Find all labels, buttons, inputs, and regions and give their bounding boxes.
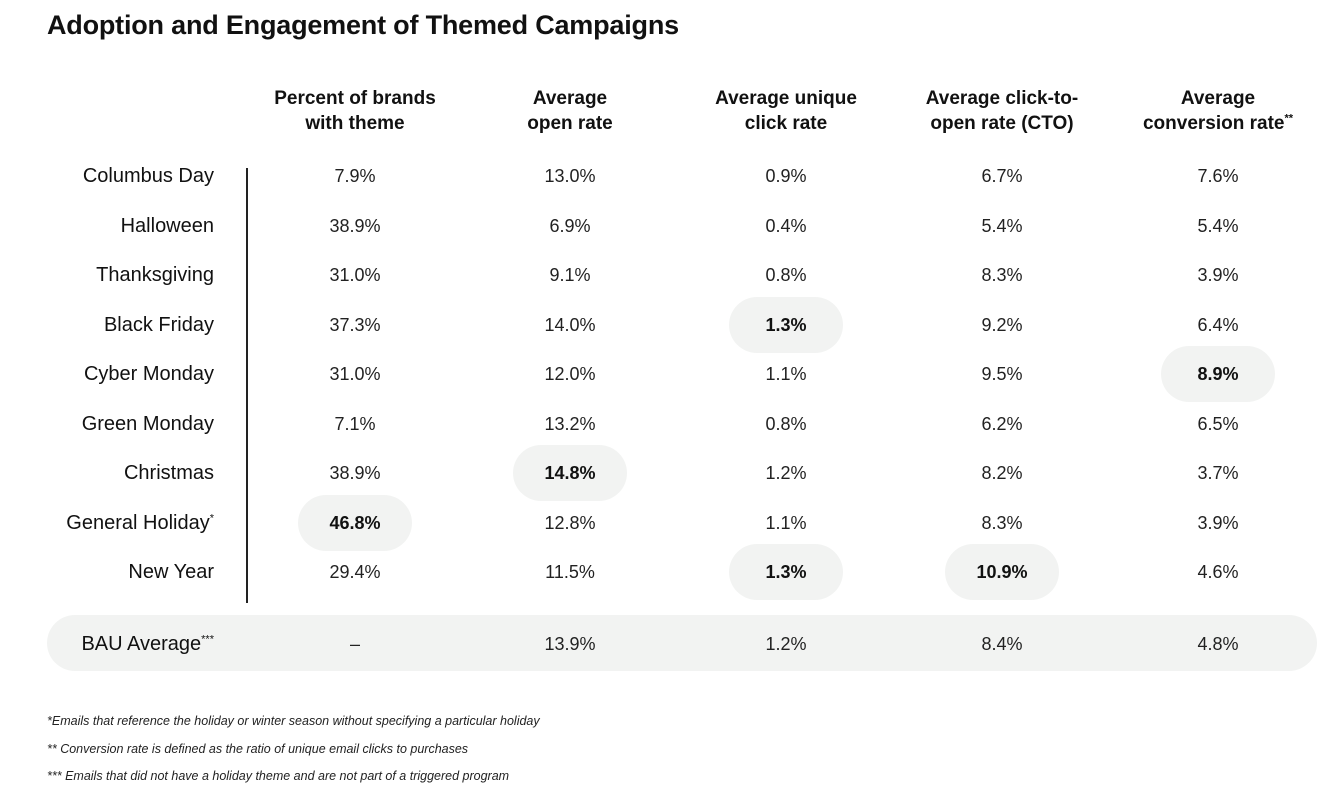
table-cell: 6.5% [1197, 414, 1239, 434]
table-cell: 7.9% [334, 166, 376, 186]
table-cell: 8.3% [981, 513, 1023, 533]
row-label: Columbus Day [20, 164, 214, 188]
column-header-line: Average click-to- [925, 88, 1079, 109]
column-header-open-rate: Average open rate [460, 86, 680, 136]
row-label-text: Christmas [123, 462, 214, 484]
column-header-line: Average [532, 88, 608, 109]
column-header-line: open rate (CTO) [930, 113, 1074, 134]
table-cell-highlighted: 10.9% [945, 544, 1059, 600]
table-cell: 12.0% [544, 364, 596, 384]
row-label-sup: * [209, 512, 214, 525]
table-cell-highlighted: 1.3% [729, 544, 843, 600]
table-cell: 37.3% [329, 315, 381, 335]
row-label-text: Halloween [120, 215, 214, 237]
row-label: Christmas [20, 461, 214, 485]
table-cell: 12.8% [544, 513, 596, 533]
row-label-text: Columbus Day [82, 165, 214, 187]
table-cell: 6.7% [981, 166, 1023, 186]
column-header-line: conversion rate [1142, 113, 1285, 134]
column-header-line: open rate [527, 113, 613, 134]
table-cell-highlighted: 1.3% [729, 297, 843, 353]
footnote-bau-average: *** Emails that did not have a holiday t… [47, 769, 510, 783]
table-cell: 8.4% [981, 634, 1023, 654]
table-cell: 0.8% [765, 265, 807, 285]
table-cell: 14.0% [544, 315, 596, 335]
row-label-text: Black Friday [103, 314, 214, 336]
table-cell-highlighted: 46.8% [298, 495, 412, 551]
table-cell: 4.6% [1197, 562, 1239, 582]
column-header-sup: ** [1284, 112, 1294, 125]
table-cell: 9.2% [981, 315, 1023, 335]
table-cell: 8.3% [981, 265, 1023, 285]
row-label: General Holiday* [20, 511, 214, 535]
column-header-line: with theme [305, 113, 405, 134]
column-header-brands-with-theme: Percent of brands with theme [245, 86, 465, 136]
row-label-text: Green Monday [81, 413, 214, 435]
footnote-conversion-rate: ** Conversion rate is defined as the rat… [47, 742, 469, 756]
table-cell: 9.1% [549, 265, 591, 285]
column-header-line: Average unique [715, 88, 857, 109]
table-cell: 11.5% [545, 562, 595, 582]
table-cell: 6.2% [981, 414, 1023, 434]
page-title: Adoption and Engagement of Themed Campai… [47, 10, 679, 40]
table-cell: 1.2% [765, 634, 807, 654]
bau-average-label: BAU Average*** [20, 632, 214, 656]
row-label-text: BAU Average [81, 633, 202, 655]
footnote-general-holiday: *Emails that reference the holiday or wi… [47, 714, 540, 728]
table-cell: 38.9% [329, 216, 381, 236]
row-label-text: General Holiday [66, 512, 210, 534]
table-cell: 0.8% [765, 414, 807, 434]
table-cell: 3.9% [1197, 265, 1239, 285]
table-cell: 3.9% [1197, 513, 1239, 533]
table-cell: 31.0% [329, 265, 381, 285]
column-header-line: Percent of brands [274, 88, 436, 109]
row-label: Black Friday [20, 313, 214, 337]
row-label: Thanksgiving [20, 263, 214, 287]
table-cell: 1.1% [765, 364, 807, 384]
column-header-line: click rate [744, 113, 828, 134]
row-label: Green Monday [20, 412, 214, 436]
table-cell: 9.5% [981, 364, 1023, 384]
table-cell: 3.7% [1197, 463, 1239, 483]
table-cell: 6.9% [549, 216, 591, 236]
table-cell: 7.1% [334, 414, 376, 434]
table-cell: 5.4% [981, 216, 1023, 236]
table-cell: 4.8% [1197, 634, 1239, 654]
column-header-conversion-rate: Average conversion rate** [1108, 86, 1328, 136]
row-label-text: New Year [128, 561, 214, 583]
table-cell: 0.4% [765, 216, 807, 236]
table-cell: 6.4% [1197, 315, 1239, 335]
row-label-divider [246, 168, 248, 603]
table-cell: 38.9% [329, 463, 381, 483]
table-cell: 8.2% [981, 463, 1023, 483]
row-label-sup: *** [201, 633, 214, 646]
table-cell: – [349, 634, 360, 654]
row-label: Halloween [20, 214, 214, 238]
table-cell: 7.6% [1197, 166, 1239, 186]
table-cell: 29.4% [329, 562, 381, 582]
row-label: New Year [20, 560, 214, 584]
table-cell: 5.4% [1197, 216, 1239, 236]
table-cell-highlighted: 8.9% [1161, 346, 1275, 402]
column-header-line: Average [1180, 88, 1256, 109]
table-cell: 31.0% [329, 364, 381, 384]
table-cell: 13.9% [544, 634, 596, 654]
bau-average-row-background [47, 615, 1317, 671]
table-cell: 1.1% [765, 513, 807, 533]
table-cell: 13.0% [544, 166, 596, 186]
table-cell-highlighted: 14.8% [513, 445, 627, 501]
column-header-unique-click-rate: Average unique click rate [676, 86, 896, 136]
column-header-cto: Average click-to- open rate (CTO) [892, 86, 1112, 136]
row-label-text: Cyber Monday [83, 363, 214, 385]
row-label-text: Thanksgiving [96, 264, 214, 286]
table-cell: 0.9% [765, 166, 807, 186]
table-cell: 13.2% [544, 414, 596, 434]
row-label: Cyber Monday [20, 362, 214, 386]
table-cell: 1.2% [765, 463, 807, 483]
